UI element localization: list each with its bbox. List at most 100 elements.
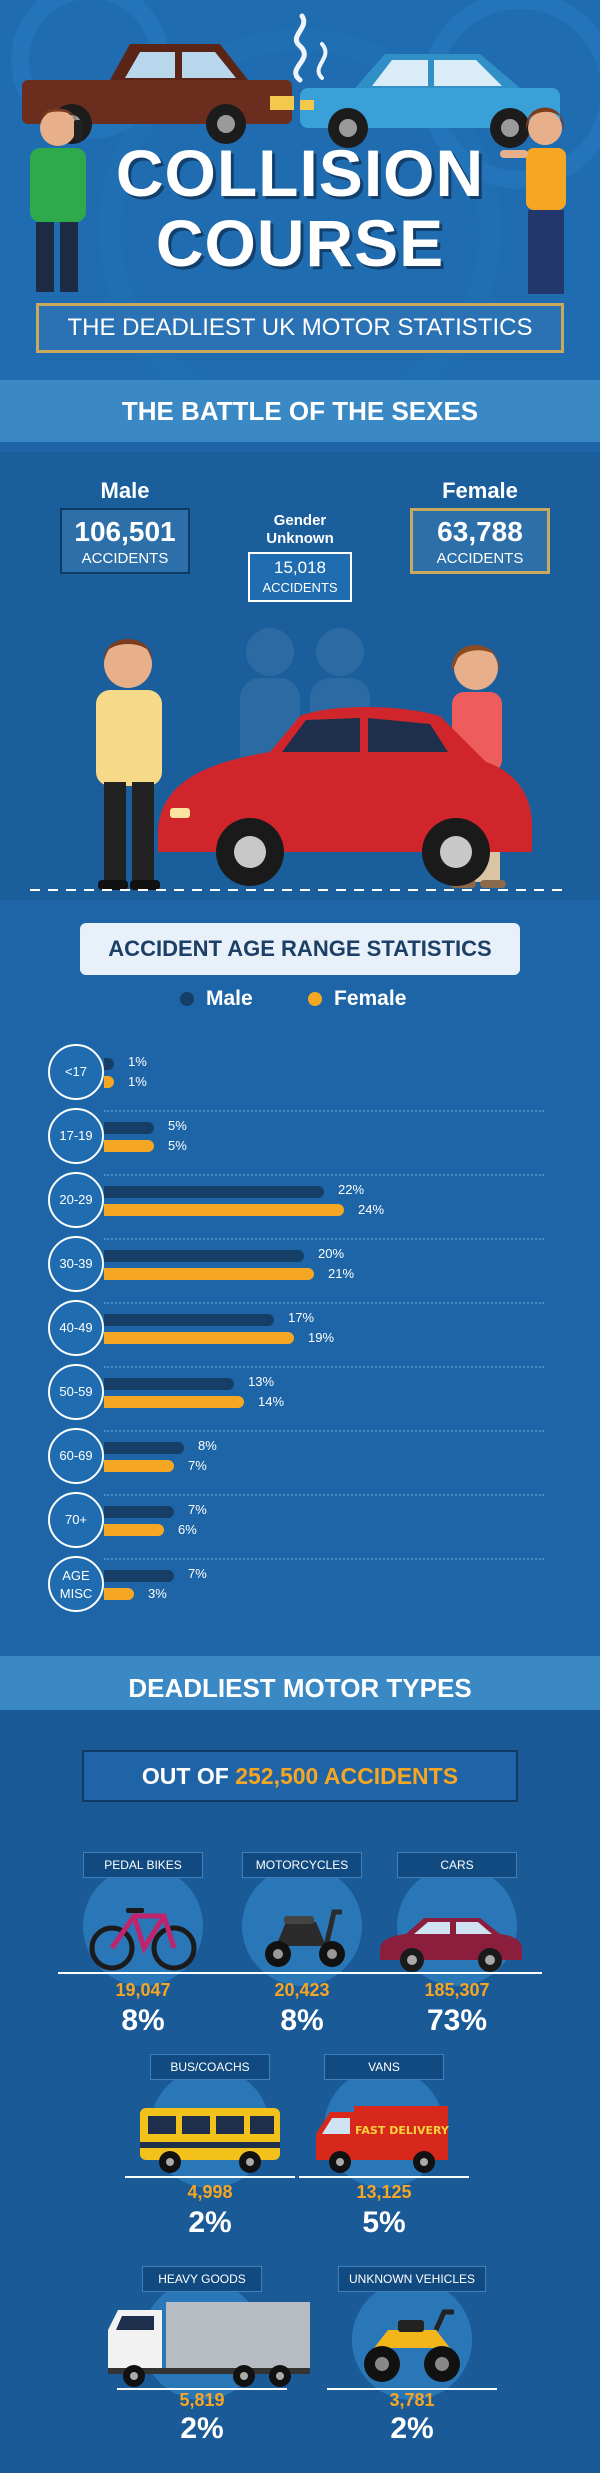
van-icon: FAST DELIVERY [316, 2106, 450, 2173]
legend-male-label: Male [206, 987, 253, 1010]
vehicle-title: UNKNOWN VEHICLES [338, 2266, 486, 2292]
vehicle-title: BUS/COACHS [150, 2054, 270, 2080]
female-accidents-label: ACCIDENTS [436, 550, 524, 567]
age-range-label: 70+ [48, 1492, 104, 1548]
vehicle-title: MOTORCYCLES [242, 1852, 362, 1878]
male-bar [104, 1314, 274, 1326]
van-livery-text: FAST DELIVERY [355, 2124, 450, 2137]
female-pct-label: 19% [308, 1330, 335, 1345]
male-accidents-box: 106,501 ACCIDENTS [60, 508, 190, 574]
male-bar [104, 1570, 174, 1582]
male-pct-label: 1% [128, 1054, 147, 1069]
age-range-label: 40-49 [48, 1300, 104, 1356]
vehicle-ground-line [372, 1972, 542, 1974]
vehicle-ground-line [125, 2176, 295, 2178]
vehicle-count: 4,998 [187, 2182, 233, 2202]
vehicle-count: 5,819 [179, 2390, 225, 2410]
female-pct-label: 14% [258, 1394, 285, 1409]
battle-section-heading: THE BATTLE OF THE SEXES [0, 380, 600, 442]
male-accidents-label: ACCIDENTS [81, 550, 169, 567]
female-bar [104, 1524, 164, 1536]
row-divider [104, 1238, 544, 1240]
female-pct-label: 7% [188, 1458, 207, 1473]
age-row: 30-39 20% 21% [0, 1228, 600, 1308]
female-pct-label: 6% [178, 1522, 197, 1537]
vehicle-percent: 8% [121, 2004, 165, 2037]
vehicle-title: VANS [324, 2054, 444, 2080]
vehicle-count: 20,423 [274, 1980, 330, 2000]
male-bar [104, 1506, 174, 1518]
row-divider [104, 1366, 544, 1368]
female-pct-label: 24% [358, 1202, 385, 1217]
row-divider [104, 1110, 544, 1112]
vehicle-ground-line [217, 1972, 387, 1974]
age-range-label: 50-59 [48, 1364, 104, 1420]
age-range-label-line-2: MISC [59, 1586, 93, 1601]
female-accidents-box: 63,788 ACCIDENTS [410, 508, 550, 574]
female-bar [104, 1204, 344, 1216]
row-divider [104, 1174, 544, 1176]
female-bar [104, 1268, 314, 1280]
age-range-label: 60-69 [48, 1428, 104, 1484]
male-title: Male [100, 478, 150, 503]
female-pct-label: 1% [128, 1074, 147, 1089]
female-pct-label: 21% [328, 1266, 355, 1281]
male-bar [104, 1378, 234, 1390]
truck-icon [108, 2302, 310, 2387]
male-pct-label: 17% [288, 1310, 315, 1325]
age-row: 60-69 8% 7% [0, 1420, 600, 1500]
age-row: 70+ 7% 6% [0, 1484, 600, 1564]
male-bar [104, 1058, 114, 1070]
page-title: COLLISION COURSE [0, 138, 600, 278]
age-row: <17 1% 1% [0, 1036, 600, 1116]
age-row: 40-49 17% 19% [0, 1292, 600, 1372]
row-divider [104, 1558, 544, 1560]
unknown-title: Gender Unknown [230, 512, 370, 548]
man-on-phone-illustration [30, 108, 86, 292]
age-range-label: 17-19 [48, 1108, 104, 1164]
vehicle-ground-line [327, 2388, 497, 2390]
unknown-accidents-value: 15,018 [274, 558, 326, 577]
title-line-2: COURSE [155, 206, 445, 280]
vehicle-title: HEAVY GOODS [142, 2266, 262, 2292]
total-accidents-box: OUT OF 252,500 ACCIDENTS [82, 1750, 518, 1802]
female-accidents-value: 63,788 [437, 516, 523, 547]
bus-icon [140, 2108, 280, 2173]
total-accidents-prefix: OUT OF [141, 1763, 229, 1789]
vehicle-ground-line [58, 1972, 228, 1974]
male-bar [104, 1122, 154, 1134]
vehicle-title: PEDAL BIKES [83, 1852, 203, 1878]
battle-illustration [30, 628, 570, 891]
scooter-icon [265, 1909, 345, 1967]
page-subtitle: THE DEADLIEST UK MOTOR STATISTICS [36, 303, 564, 353]
female-pct-label: 5% [168, 1138, 187, 1153]
row-divider [104, 1494, 544, 1496]
female-pct-label: 3% [148, 1586, 167, 1601]
total-accidents-value: 252,500 ACCIDENTS [235, 1763, 459, 1789]
male-bar [104, 1442, 184, 1454]
unknown-accidents-label: ACCIDENTS [262, 580, 338, 595]
legend-female-swatch [308, 992, 322, 1007]
male-accidents-value: 106,501 [74, 516, 176, 547]
vehicle-ground-line [117, 2388, 287, 2390]
vehicle-count: 3,781 [389, 2390, 435, 2410]
vehicle-percent: 8% [280, 2004, 324, 2037]
legend-male: Male [180, 987, 253, 1011]
age-row: AGE MISC 7% 3% [0, 1548, 600, 1628]
age-range-label: 20-29 [48, 1172, 104, 1228]
vehicle-percent: 5% [362, 2206, 406, 2239]
motor-section-heading: DEADLIEST MOTOR TYPES [0, 1656, 600, 1720]
female-title: Female [442, 478, 518, 503]
female-bar [104, 1076, 114, 1088]
battle-section: Male 106,501 ACCIDENTS Gender Unknown 15… [0, 452, 600, 900]
male-pct-label: 7% [188, 1566, 207, 1581]
male-figure-illustration [96, 639, 162, 890]
legend-male-swatch [180, 992, 194, 1007]
vehicle-percent: 2% [180, 2412, 224, 2445]
sedan-car-icon [300, 54, 560, 148]
hero-illustration [11, 0, 600, 380]
male-pct-label: 22% [338, 1182, 365, 1197]
male-pct-label: 8% [198, 1438, 217, 1453]
male-pct-label: 13% [248, 1374, 275, 1389]
unknown-title-line-2: Unknown [266, 530, 334, 547]
